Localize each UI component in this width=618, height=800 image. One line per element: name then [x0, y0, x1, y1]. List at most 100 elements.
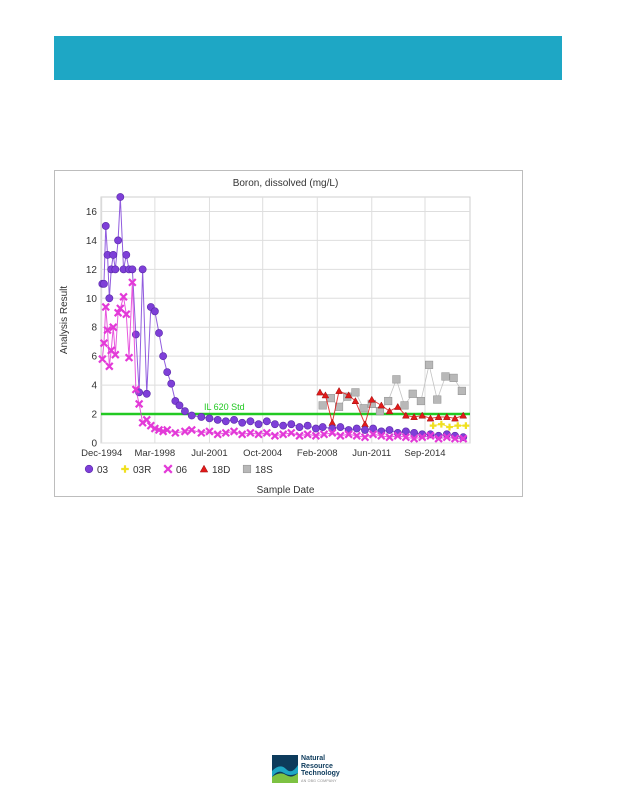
company-logo: Natural Resource Technology AN OBG COMPA… — [272, 753, 352, 787]
data-point-18S — [375, 407, 385, 416]
data-point-06 — [270, 431, 280, 440]
data-point-06 — [131, 385, 141, 394]
data-point-18D — [335, 386, 343, 394]
data-point-06 — [101, 302, 110, 312]
x-tick-label: Jun-2011 — [352, 448, 391, 459]
data-point-06 — [205, 427, 214, 436]
data-point-03 — [238, 418, 247, 427]
data-point-18D — [451, 414, 459, 422]
data-point-06 — [352, 431, 361, 440]
data-point-06 — [418, 433, 427, 442]
data-point-03 — [100, 279, 108, 288]
y-axis-title: Analysis Result — [59, 286, 70, 355]
data-point-03 — [142, 389, 151, 398]
logo-text: Natural Resource Technology AN OBG COMPA… — [301, 755, 340, 785]
data-point-18D — [316, 388, 324, 396]
data-point-03 — [369, 424, 378, 433]
y-tick-label: 10 — [86, 294, 98, 305]
x-tick-label: Dec-1994 — [81, 448, 122, 459]
y-tick-label: 4 — [91, 381, 97, 392]
data-point-03 — [181, 407, 189, 416]
y-tick-label: 6 — [91, 352, 97, 363]
data-point-03 — [401, 427, 410, 436]
wave-logo-icon — [272, 755, 298, 783]
data-point-06 — [122, 310, 131, 319]
data-point-06 — [360, 433, 370, 442]
data-point-03 — [105, 294, 114, 303]
data-point-03 — [150, 307, 159, 316]
data-point-18S — [359, 404, 368, 413]
data-point-03 — [262, 417, 271, 426]
data-point-03 — [221, 417, 230, 426]
data-point-18S — [351, 388, 360, 397]
legend-marker-18D — [199, 464, 209, 473]
data-point-18S — [433, 395, 442, 404]
data-point-06 — [368, 430, 378, 439]
data-point-06 — [254, 430, 263, 439]
logo-line-2: Resource — [301, 762, 333, 770]
legend-label-18D: 18D — [212, 465, 230, 476]
data-point-03 — [163, 368, 172, 376]
data-point-06 — [303, 430, 312, 439]
data-point-03 — [336, 423, 345, 431]
data-point-03 — [246, 417, 255, 426]
data-point-18S — [400, 401, 409, 410]
data-point-18D — [393, 402, 402, 410]
data-point-03R — [454, 422, 462, 430]
data-point-06 — [187, 425, 196, 435]
data-point-06 — [442, 433, 452, 442]
data-point-06 — [229, 427, 239, 436]
data-point-06 — [134, 399, 144, 409]
legend-marker-06 — [163, 464, 173, 474]
data-point-06 — [426, 431, 435, 440]
data-point-03 — [114, 236, 122, 245]
data-point-03 — [111, 265, 120, 274]
data-point-06 — [287, 428, 296, 438]
data-point-03 — [271, 420, 279, 429]
x-tick-label: Sep-2014 — [404, 448, 445, 459]
data-point-06 — [434, 434, 443, 443]
data-point-03 — [155, 329, 163, 337]
data-point-03 — [122, 250, 131, 259]
threshold-label: IL 620 Std — [204, 402, 245, 412]
data-point-18S — [425, 360, 434, 369]
logo-line-1: Natural — [301, 755, 326, 762]
data-point-03 — [159, 352, 168, 361]
y-tick-label: 12 — [86, 265, 98, 276]
data-point-06 — [393, 431, 402, 440]
data-point-06 — [344, 430, 353, 439]
data-point-06 — [459, 434, 468, 443]
data-point-18S — [449, 373, 458, 382]
data-point-03R — [446, 423, 453, 431]
data-point-06 — [237, 430, 247, 439]
data-point-06 — [180, 427, 190, 436]
data-point-06 — [119, 292, 128, 302]
logo-tagline: AN OBG COMPANY — [301, 778, 337, 783]
x-axis-title: Sample Date — [257, 485, 315, 496]
data-point-18S — [416, 396, 425, 406]
data-point-18D — [402, 411, 410, 419]
x-tick-label: Jul-2001 — [191, 448, 227, 459]
legend-label-06: 06 — [176, 465, 188, 476]
data-point-03 — [213, 415, 222, 424]
data-point-03 — [361, 426, 369, 434]
data-point-06 — [113, 308, 123, 317]
data-point-18D — [344, 391, 353, 399]
data-point-03 — [109, 250, 118, 259]
data-point-06 — [295, 431, 304, 440]
data-point-03 — [311, 424, 320, 433]
data-point-03 — [295, 423, 304, 431]
data-point-03 — [138, 265, 147, 274]
x-tick-label: Oct-2004 — [243, 448, 282, 459]
data-point-03 — [205, 414, 214, 423]
data-point-06 — [409, 434, 419, 443]
data-point-06 — [142, 415, 151, 425]
y-tick-label: 14 — [86, 236, 98, 247]
y-tick-label: 0 — [91, 439, 97, 450]
chart-title: Boron, dissolved (mg/L) — [233, 178, 339, 189]
data-point-06 — [401, 433, 411, 442]
data-point-18D — [377, 401, 386, 409]
data-point-06 — [213, 430, 222, 439]
data-point-03 — [230, 415, 238, 424]
x-tick-label: Feb-2008 — [297, 448, 338, 459]
